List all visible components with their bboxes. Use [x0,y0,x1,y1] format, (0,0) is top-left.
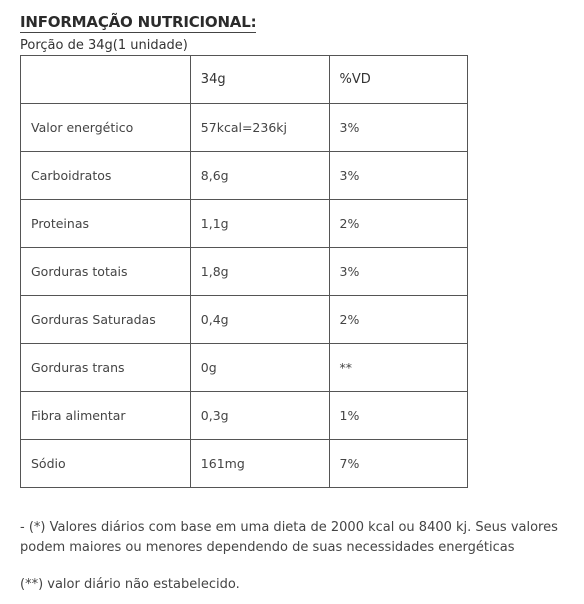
nutrient-amount: 0g [189,343,330,392]
nutrient-amount: 161mg [189,439,330,488]
nutrient-amount: 0,3g [189,391,330,440]
nutrient-vd: 2% [328,295,469,344]
nutrient-vd: 3% [328,247,469,296]
footnote-daily-values: - (*) Valores diários com base em uma di… [20,520,558,555]
table-row: Gorduras totais 1,8g 3% [20,247,469,296]
nutrient-name: Sódio [20,439,191,488]
table-row: Proteinas 1,1g 2% [20,199,469,248]
table-row: Valor energético 57kcal=236kj 3% [20,103,469,152]
nutrient-vd: 1% [328,391,469,440]
serving-size: Porção de 34g(1 unidade) [20,38,188,53]
nutrient-name: Gorduras trans [20,343,191,392]
table-header-row: 34g %VD [20,55,469,104]
nutrient-vd: 3% [328,151,469,200]
nutrient-name: Fibra alimentar [20,391,191,440]
nutrition-table: 34g %VD Valor energético 57kcal=236kj 3%… [20,55,469,488]
nutrient-name: Gorduras Saturadas [20,295,191,344]
header-cell-vd: %VD [328,55,469,104]
table-row: Sódio 161mg 7% [20,439,469,488]
header-cell-nutrient [20,55,191,104]
nutrient-amount: 8,6g [189,151,330,200]
nutrient-amount: 1,8g [189,247,330,296]
page-title: INFORMAÇÃO NUTRICIONAL: [20,13,257,33]
nutrient-amount: 57kcal=236kj [189,103,330,152]
table-row: Carboidratos 8,6g 3% [20,151,469,200]
header-cell-amount: 34g [189,55,330,104]
nutrient-name: Valor energético [20,103,191,152]
nutrient-name: Proteinas [20,199,191,248]
nutrient-vd: 7% [328,439,469,488]
nutrient-amount: 1,1g [189,199,330,248]
nutrient-amount: 0,4g [189,295,330,344]
table-row: Fibra alimentar 0,3g 1% [20,391,469,440]
nutrient-name: Gorduras totais [20,247,191,296]
footnote-not-established: (**) valor diário não estabelecido. [20,577,240,592]
table-row: Gorduras trans 0g ** [20,343,469,392]
nutrient-vd: ** [328,343,469,392]
nutrient-name: Carboidratos [20,151,191,200]
nutrient-vd: 3% [328,103,469,152]
nutrient-vd: 2% [328,199,469,248]
table-row: Gorduras Saturadas 0,4g 2% [20,295,469,344]
